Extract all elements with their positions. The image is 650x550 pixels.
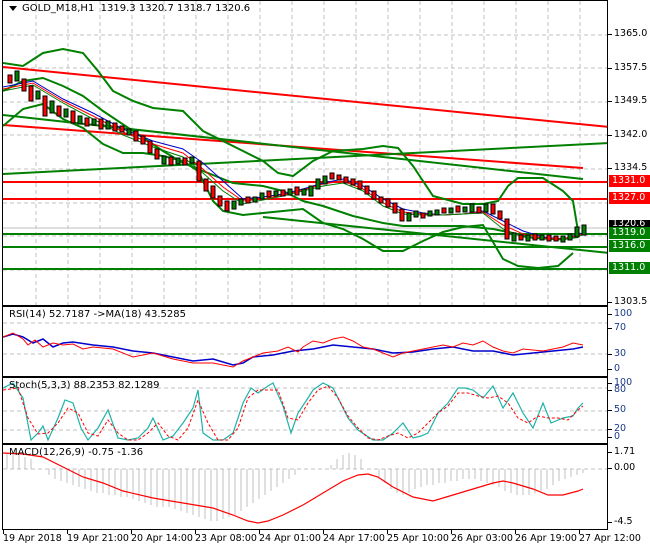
time-label: 23 Apr 08:00 xyxy=(195,533,257,544)
current-price-label: 1320.6 xyxy=(609,220,650,228)
time-label: 24 Apr 17:00 xyxy=(323,533,385,544)
level-label-support: 1316.0 xyxy=(609,240,650,252)
time-label: 19 Apr 21:00 xyxy=(67,533,129,544)
grid-lines xyxy=(3,1,607,305)
level-label-support: 1319.0 xyxy=(609,227,650,239)
macd-title: MACD(12,26,9) -0.75 -1.36 xyxy=(9,447,144,458)
price-chart-pane[interactable]: GOLD_M18,H1 1319.3 1320.7 1318.7 1320.6 xyxy=(2,0,608,306)
macd-pane[interactable]: MACD(12,26,9) -0.75 -1.36 xyxy=(2,444,608,530)
stoch-title: Stoch(5,3,3) 88.2353 82.1289 xyxy=(9,380,160,391)
time-label: 26 Apr 03:00 xyxy=(451,533,513,544)
stoch-axis: 100 80 50 20 0 xyxy=(608,377,633,442)
rsi-pane[interactable]: RSI(14) 52.7187 ->MA(18) 43.5285 xyxy=(2,306,608,377)
time-label: 20 Apr 14:00 xyxy=(131,533,193,544)
ohlc-values: 1319.3 1320.7 1318.7 1320.6 xyxy=(100,3,251,14)
stochastic-pane[interactable]: Stoch(5,3,3) 88.2353 82.1289 xyxy=(2,377,608,444)
dropdown-triangle-icon[interactable] xyxy=(9,5,17,11)
rsi-axis: 100 70 30 0 xyxy=(608,308,633,374)
time-axis: 19 Apr 2018 19 Apr 21:00 20 Apr 14:00 23… xyxy=(0,530,650,550)
level-label-resistance: 1327.0 xyxy=(609,192,650,204)
rsi-title: RSI(14) 52.7187 ->MA(18) 43.5285 xyxy=(9,309,186,320)
time-label: 24 Apr 01:00 xyxy=(259,533,321,544)
time-label: 27 Apr 12:00 xyxy=(579,533,641,544)
price-chart-canvas xyxy=(3,1,607,305)
symbol-label: GOLD_M18,H1 xyxy=(22,3,95,14)
level-label-support: 1311.0 xyxy=(609,262,650,274)
level-label-resistance: 1331.0 xyxy=(609,175,650,187)
time-label: 26 Apr 19:00 xyxy=(515,533,577,544)
macd-axis: 1.71 0.00 -4.5 xyxy=(608,446,636,527)
price-axis: 1365.0 1357.5 1349.5 1342.0 1334.5 1303.… xyxy=(608,28,648,307)
macd-histogram xyxy=(6,453,584,521)
stoch-canvas xyxy=(3,382,607,442)
chart-header: GOLD_M18,H1 1319.3 1320.7 1318.7 1320.6 xyxy=(9,3,250,14)
rsi-canvas xyxy=(3,322,607,368)
candlesticks xyxy=(7,70,587,243)
time-label: 19 Apr 2018 xyxy=(3,533,62,544)
macd-canvas xyxy=(3,452,607,524)
time-label: 25 Apr 10:00 xyxy=(387,533,449,544)
